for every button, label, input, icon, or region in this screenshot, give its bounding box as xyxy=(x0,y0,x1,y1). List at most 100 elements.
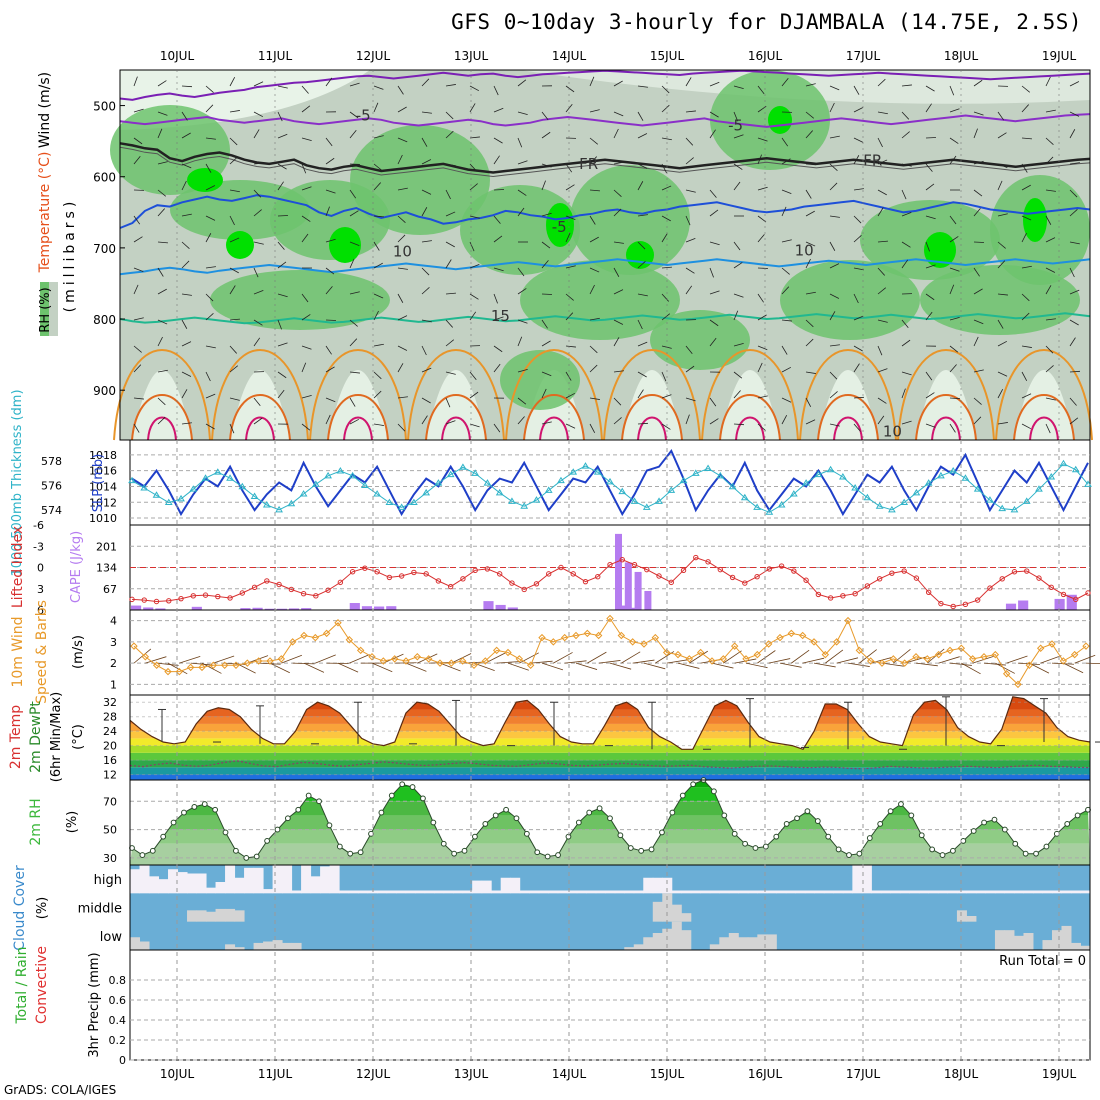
wind-barb xyxy=(301,163,307,174)
lifted-index-point xyxy=(693,554,699,561)
wind-barb xyxy=(781,414,788,425)
isotherm-line xyxy=(119,312,1091,325)
lifted-index-point xyxy=(631,561,638,568)
cloud-bar xyxy=(253,942,264,950)
wind-speed-point xyxy=(708,657,716,665)
temp-tick-label: 16 xyxy=(103,754,117,767)
cloud-bar xyxy=(434,890,445,894)
wind-barb xyxy=(1069,397,1077,406)
wind-barb xyxy=(949,317,960,321)
wind-barb xyxy=(301,186,312,191)
wind-barb xyxy=(133,108,144,113)
wind-barb xyxy=(973,319,984,325)
thickness-point xyxy=(998,504,1007,512)
wind-barb xyxy=(589,397,600,400)
cloud-bar xyxy=(206,911,217,922)
wind-barb xyxy=(205,293,214,302)
lifted-index-point xyxy=(1073,596,1079,603)
wind-barb xyxy=(1045,156,1054,165)
wind-barb xyxy=(421,240,432,243)
wind-barb xyxy=(301,233,309,243)
wind-speed-point xyxy=(232,661,240,669)
dewpoint-axis-label: 2m DewPt xyxy=(28,701,44,773)
lifted-index-point xyxy=(852,591,858,597)
wind-barb xyxy=(517,369,528,373)
isotherm-line xyxy=(995,349,1093,441)
wind-speed-point xyxy=(764,640,773,648)
cloud-bar xyxy=(586,890,597,894)
run-total-label: Run Total = 0 xyxy=(999,954,1086,969)
thickness-point xyxy=(348,471,357,479)
isotherm-line xyxy=(719,394,781,441)
rh-point xyxy=(856,850,863,857)
wind-barb xyxy=(853,155,860,165)
wind-barb xyxy=(997,340,1008,347)
wind-barb xyxy=(757,186,768,191)
lifted-index-point xyxy=(766,566,773,572)
wind-barb xyxy=(791,649,810,664)
wind-barb xyxy=(859,649,877,664)
cloud-bar xyxy=(833,890,844,894)
wind-barb xyxy=(781,319,792,322)
lifted-index-point xyxy=(337,579,344,586)
rh-point xyxy=(430,819,437,826)
rh-saturated-area xyxy=(626,241,654,269)
rh-point xyxy=(721,812,728,819)
wind-barb xyxy=(1045,109,1056,113)
lifted-index-point xyxy=(1011,569,1018,575)
wind-barb xyxy=(373,163,383,171)
wind-barb xyxy=(133,345,142,353)
wind-barb xyxy=(757,423,766,431)
wind-barb xyxy=(493,155,500,165)
wind-barb xyxy=(829,102,835,113)
wind-barb xyxy=(661,104,670,113)
wind-speed-point xyxy=(1036,644,1045,652)
rh-point xyxy=(690,781,697,788)
wind-barb xyxy=(253,337,261,347)
rh-point xyxy=(742,840,748,847)
wind-barb xyxy=(469,264,480,269)
rh-dry-plume xyxy=(132,370,192,440)
wind-barb xyxy=(1074,654,1096,664)
wind-barb xyxy=(349,111,359,119)
wind-barb xyxy=(156,662,179,666)
wind-barb xyxy=(589,345,598,354)
wind-barb xyxy=(349,129,357,139)
day-label-top: 16JUL xyxy=(748,49,783,63)
wind-barb xyxy=(565,184,575,191)
wind-barb xyxy=(733,371,743,379)
wind-barb xyxy=(997,388,1004,399)
wind-barb xyxy=(1063,662,1084,674)
wind-barb xyxy=(661,394,672,399)
wind-barb xyxy=(733,163,743,170)
cloud-bar xyxy=(643,937,654,950)
wind-barb xyxy=(373,371,382,380)
temp-band xyxy=(130,738,1090,746)
wind-barb xyxy=(1021,312,1030,321)
wind-barb xyxy=(565,423,576,429)
wind-barb xyxy=(901,111,910,120)
rh2m-panel: 30 50 70 2m RH (%) xyxy=(28,777,1091,866)
wind-barb xyxy=(1069,241,1080,245)
cloud-bar xyxy=(890,890,901,894)
wind-barb xyxy=(485,652,506,664)
thickness-point xyxy=(275,505,283,513)
rh-point xyxy=(1074,812,1081,819)
rh-tick-label: 70 xyxy=(103,795,117,808)
wind-barb xyxy=(643,662,666,670)
wind-barb xyxy=(325,286,333,295)
wind-barb xyxy=(1069,81,1080,87)
wind-barb xyxy=(973,397,982,405)
wind-barb xyxy=(181,180,187,191)
wind-barb xyxy=(661,423,671,430)
wind-speed-point xyxy=(141,653,150,661)
wind-barb xyxy=(157,397,166,406)
wind-barb xyxy=(973,267,980,277)
cloud-bar xyxy=(880,890,891,894)
wind-barb xyxy=(901,163,912,167)
day-label-bottom: 18JUL xyxy=(944,1067,979,1081)
rh-point xyxy=(918,832,925,839)
wind-barb xyxy=(421,367,432,373)
wind-barb xyxy=(373,390,382,399)
wind-barb xyxy=(469,423,480,428)
